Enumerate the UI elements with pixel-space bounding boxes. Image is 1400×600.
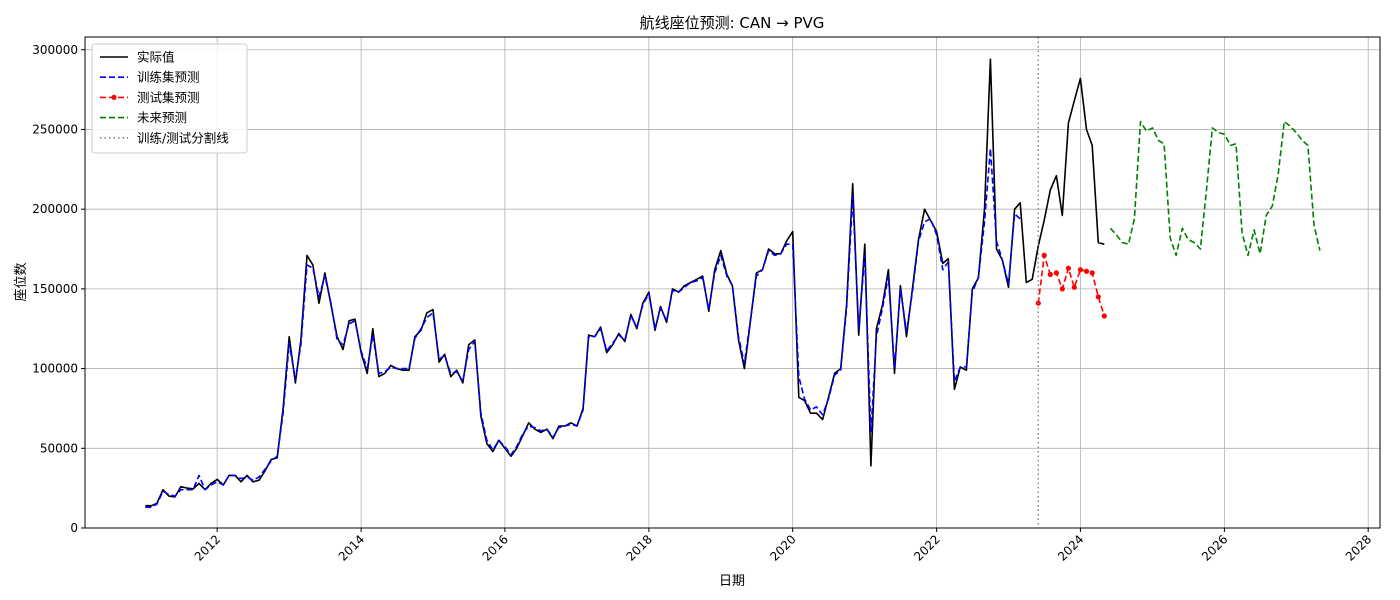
x-tick-label: 2020 <box>767 532 798 563</box>
x-tick-label: 2014 <box>336 532 367 563</box>
series-line <box>145 147 1021 509</box>
series-line <box>1109 120 1321 257</box>
data-point <box>1047 271 1053 278</box>
y-axis-label: 座位数 <box>14 262 29 301</box>
legend-marker <box>111 94 117 100</box>
legend-label: 测试集预测 <box>137 90 200 105</box>
y-tick-label: 200000 <box>32 202 78 216</box>
y-tick-label: 0 <box>70 521 78 535</box>
y-tick-label: 100000 <box>32 362 78 376</box>
data-point <box>1071 284 1077 290</box>
data-point <box>1089 270 1095 276</box>
x-tick-label: 2018 <box>624 532 655 563</box>
data-point <box>1083 268 1090 274</box>
series-2 <box>1035 252 1107 319</box>
y-axis-ticks: 0 50000 100000 150000 200000 250000 300000 <box>32 43 85 535</box>
data-point <box>1095 294 1101 300</box>
legend-label: 训练/测试分割线 <box>137 130 229 145</box>
legend-label: 未来预测 <box>137 110 187 125</box>
series-3 <box>1109 120 1321 257</box>
x-tick-label: 2024 <box>1055 532 1086 563</box>
x-tick-label: 2022 <box>911 532 942 563</box>
legend-box <box>91 43 248 154</box>
y-tick-label: 250000 <box>32 122 78 136</box>
x-axis-ticks: 2012 2014 2016 2018 2020 2022 2024 2026 2028 <box>192 528 1374 564</box>
grid-lines <box>85 37 1380 529</box>
legend-label: 训练集预测 <box>137 70 200 85</box>
y-tick-label: 300000 <box>32 43 78 57</box>
y-tick-label: 50000 <box>40 441 78 455</box>
x-tick-label: 2026 <box>1199 532 1230 563</box>
plot-frame <box>84 36 1381 529</box>
data-point <box>1077 267 1083 273</box>
x-axis-label: 日期 <box>719 574 745 589</box>
x-tick-label: 2028 <box>1343 532 1374 563</box>
data-point <box>1053 270 1059 276</box>
data-point <box>1041 252 1047 258</box>
x-tick-label: 2016 <box>480 532 511 563</box>
x-tick-label: 2012 <box>192 532 223 563</box>
data-point <box>1065 265 1071 271</box>
data-point <box>1059 286 1065 292</box>
series-0 <box>145 58 1105 507</box>
series-line <box>1037 254 1106 317</box>
series-line <box>145 58 1105 507</box>
series-1 <box>145 147 1021 509</box>
data-point <box>1101 313 1107 319</box>
y-tick-label: 150000 <box>32 282 78 296</box>
legend-label: 实际值 <box>137 50 175 65</box>
series-layer <box>145 37 1321 528</box>
chart-title: 航线座位预测: CAN → PVG <box>640 14 825 32</box>
